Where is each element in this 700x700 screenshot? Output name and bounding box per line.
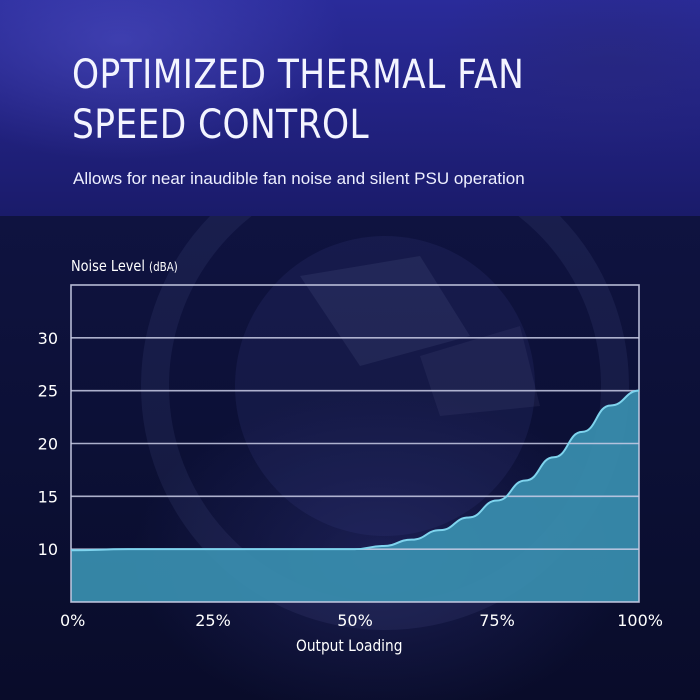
- title-line-2: SPEED CONTROL: [72, 102, 370, 148]
- noise-curve: [70, 389, 640, 552]
- x-tick-label: 75%: [479, 611, 515, 630]
- page-title: OPTIMIZED THERMAL FAN SPEED CONTROL: [72, 50, 588, 150]
- y-tick-label: 20: [38, 435, 58, 454]
- y-axis-label-text: Noise Level: [71, 257, 145, 275]
- header-background: [0, 0, 700, 216]
- title-line-1: OPTIMIZED THERMAL FAN: [72, 52, 525, 98]
- y-tick-label: 15: [38, 487, 58, 506]
- plot-frame: [70, 284, 640, 603]
- x-tick-label: 50%: [337, 611, 373, 630]
- y-tick-label: 10: [38, 540, 58, 559]
- x-tick-label: 0%: [60, 611, 85, 630]
- y-tick-label: 25: [38, 382, 58, 401]
- x-tick-label: 25%: [195, 611, 231, 630]
- x-tick-label: 100%: [617, 611, 663, 630]
- x-axis-label: Output Loading: [296, 636, 403, 655]
- y-axis-label: Noise Level (dBA): [71, 257, 178, 275]
- subtitle: Allows for near inaudible fan noise and …: [73, 169, 525, 188]
- y-tick-label: 30: [38, 329, 58, 348]
- y-axis-unit: (dBA): [149, 260, 178, 274]
